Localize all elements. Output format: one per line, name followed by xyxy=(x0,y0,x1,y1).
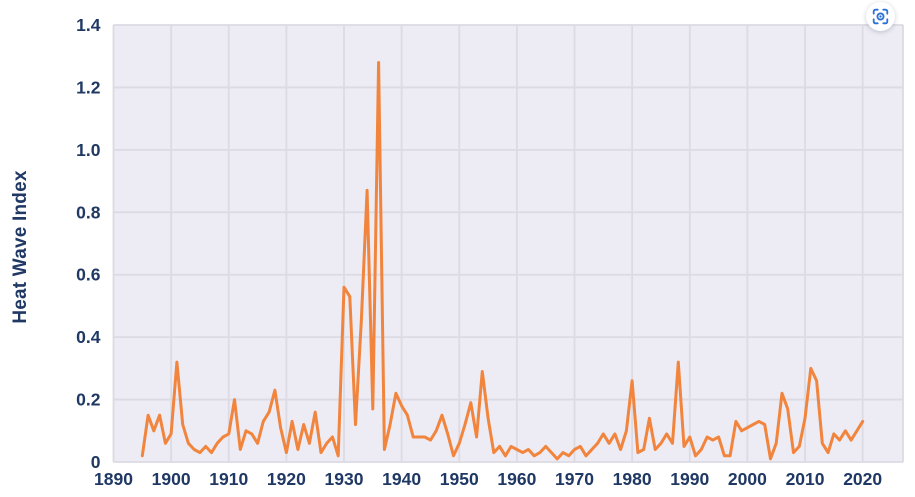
focus-frame-icon xyxy=(872,8,889,25)
focus-button[interactable] xyxy=(866,2,895,31)
series-line xyxy=(140,61,865,461)
y-tick-label: 0.6 xyxy=(76,265,101,285)
x-tick-label: 1900 xyxy=(152,469,191,489)
x-tick-label: 1990 xyxy=(670,469,709,489)
y-tick-label: 1.4 xyxy=(76,15,101,35)
y-tick-label: 0.4 xyxy=(76,327,101,347)
y-tick-label: 0.2 xyxy=(76,390,101,410)
x-tick-label: 1910 xyxy=(209,469,248,489)
x-tick-label: 1980 xyxy=(613,469,652,489)
y-tick-label: 1.2 xyxy=(76,77,101,97)
x-tick-label: 2020 xyxy=(843,469,882,489)
x-tick-label: 2010 xyxy=(786,469,825,489)
y-tick-label: 0 xyxy=(91,452,101,472)
x-tick-label: 1890 xyxy=(94,469,133,489)
y-tick-label: 0.8 xyxy=(76,202,101,222)
x-tick-label: 1940 xyxy=(382,469,421,489)
x-tick-label: 1930 xyxy=(325,469,364,489)
plot-area xyxy=(113,25,903,462)
x-tick-label: 1960 xyxy=(497,469,536,489)
x-tick-label: 2000 xyxy=(728,469,767,489)
x-tick-label: 1920 xyxy=(267,469,306,489)
x-tick-label: 1970 xyxy=(555,469,594,489)
y-tick-label: 1.0 xyxy=(76,140,101,160)
x-tick-label: 1950 xyxy=(440,469,479,489)
